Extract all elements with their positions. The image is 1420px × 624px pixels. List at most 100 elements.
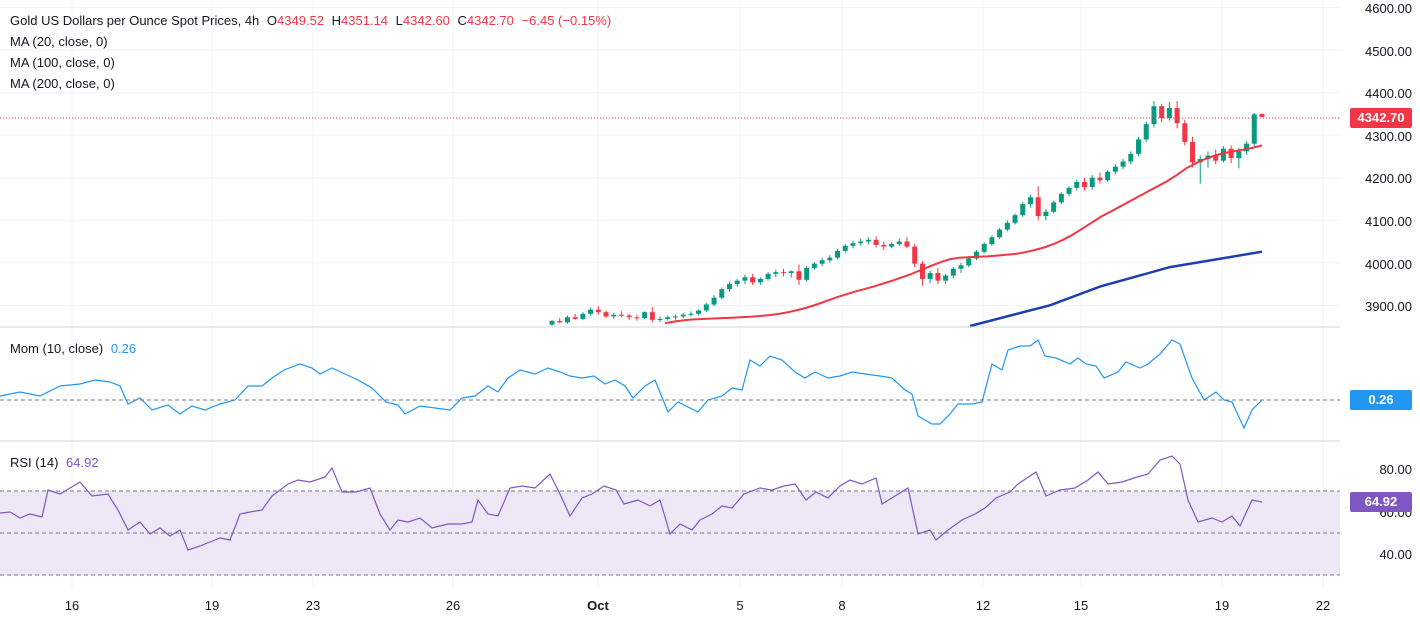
rsi-line	[0, 455, 1263, 551]
close-label: C	[457, 13, 467, 28]
candle-body	[873, 239, 879, 245]
time-tick: 8	[838, 598, 846, 613]
price-tick: 3900.00	[1365, 299, 1412, 314]
candle-body	[1089, 177, 1095, 188]
time-tick: 26	[445, 598, 461, 613]
candle-body	[1236, 151, 1242, 159]
candle-body	[889, 244, 895, 247]
candle-body	[657, 318, 663, 320]
rsi-tag: 64.92	[1350, 492, 1412, 512]
price-tick: 4100.00	[1365, 214, 1412, 229]
candle-body	[1058, 193, 1064, 203]
time-tick: 19	[1214, 598, 1230, 613]
candle-body	[858, 241, 864, 244]
candle-body	[765, 273, 771, 279]
candle-body	[1066, 187, 1072, 194]
candle-body	[835, 250, 841, 258]
candle-body	[850, 243, 856, 246]
candle-body	[1051, 202, 1057, 212]
last-price-tag: 4342.70	[1350, 108, 1412, 128]
candle-body	[742, 277, 748, 281]
candle-body	[997, 229, 1003, 238]
candle-body	[580, 313, 586, 319]
candle-body	[904, 241, 910, 247]
candle-body	[757, 278, 763, 283]
candle-body	[1174, 107, 1180, 124]
change-value: −6.45 (−0.15%)	[521, 13, 612, 28]
candle-body	[950, 268, 956, 276]
candle-body	[1182, 123, 1188, 142]
moving-averages	[664, 144, 1263, 328]
candle-body	[1190, 141, 1196, 163]
candle-body	[804, 267, 810, 280]
candle-body	[1074, 181, 1080, 188]
candle-body	[618, 314, 624, 316]
candle-body	[642, 312, 648, 319]
time-tick: 12	[975, 598, 991, 613]
price-tick: 4500.00	[1365, 44, 1412, 59]
time-tick: 22	[1315, 598, 1331, 613]
high-value: 4351.14	[341, 13, 389, 28]
rsi-path	[0, 455, 1263, 551]
candle-body	[1082, 181, 1087, 188]
time-tick: Oct	[587, 598, 609, 613]
time-tick: 5	[736, 598, 744, 613]
candle-body	[788, 271, 794, 274]
rsi-label: RSI (14)	[10, 455, 59, 470]
candle-body	[696, 310, 702, 314]
candles	[549, 101, 1265, 326]
candle-body	[1035, 197, 1041, 216]
candle-body	[912, 246, 918, 264]
candle-body	[973, 251, 979, 259]
ma200-legend[interactable]: MA (200, close, 0)	[10, 76, 115, 91]
momentum-tag: 0.26	[1350, 390, 1412, 410]
time-tick: 16	[64, 598, 80, 613]
rsi-tick: 40.00	[1379, 547, 1412, 562]
rsi-value: 64.92	[66, 455, 99, 470]
candle-body	[1259, 114, 1265, 117]
price-tick: 4600.00	[1365, 1, 1412, 16]
candle-body	[1105, 171, 1111, 181]
candle-body	[1128, 153, 1134, 162]
candle-body	[1012, 215, 1018, 223]
candle-body	[896, 241, 902, 245]
candle-body	[719, 289, 725, 298]
candle-body	[672, 316, 678, 318]
candle-body	[881, 244, 887, 247]
low-label: L	[395, 13, 403, 28]
momentum-legend[interactable]: Mom (10, close) 0.26	[10, 338, 140, 359]
ma200-line	[969, 250, 1263, 328]
candle-body	[1220, 148, 1226, 161]
candle-body	[989, 237, 995, 245]
candle-body	[773, 272, 779, 274]
candle-body	[958, 265, 964, 269]
candle-body	[827, 257, 833, 261]
candle-body	[865, 239, 871, 242]
candle-body	[688, 313, 694, 315]
candle-body	[1213, 155, 1219, 161]
open-label: O	[266, 13, 278, 28]
candle-body	[1143, 124, 1149, 140]
candle-body	[1228, 148, 1234, 159]
candle-body	[603, 312, 609, 317]
rsi-legend[interactable]: RSI (14) 64.92	[10, 452, 103, 473]
candle-body	[750, 277, 756, 283]
candle-body	[981, 244, 987, 252]
candle-body	[626, 315, 632, 318]
ma20-legend[interactable]: MA (20, close, 0)	[10, 34, 108, 49]
candle-body	[1020, 204, 1026, 216]
candle-body	[781, 272, 787, 274]
candle-body	[611, 314, 617, 317]
candle-body	[943, 275, 949, 281]
candle-body	[703, 304, 709, 311]
candle-body	[819, 260, 825, 264]
time-tick: 15	[1073, 598, 1089, 613]
candle-body	[1166, 107, 1172, 119]
open-value: 4349.52	[277, 13, 325, 28]
close-value: 4342.70	[466, 13, 514, 28]
low-value: 4342.60	[402, 13, 450, 28]
chart-title: Gold US Dollars per Ounce Spot Prices, 4…	[10, 13, 260, 28]
candle-body	[1043, 211, 1049, 216]
ma100-legend[interactable]: MA (100, close, 0)	[10, 55, 115, 70]
